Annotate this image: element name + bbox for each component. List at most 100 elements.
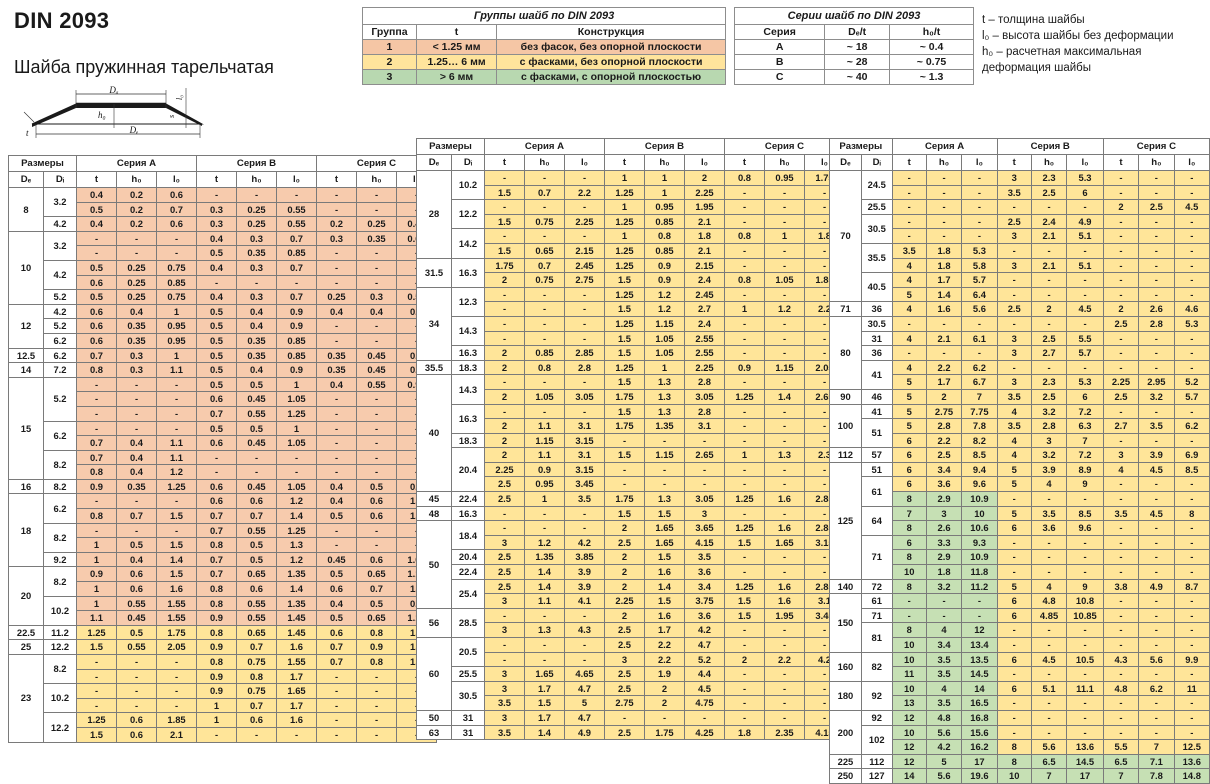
- cell-value: -: [996, 286, 1032, 303]
- cell-value: 1.05: [644, 330, 685, 347]
- cell-value: 4: [1102, 461, 1140, 478]
- cell-value: 4: [925, 622, 963, 638]
- cell-value: -: [1030, 199, 1068, 215]
- cell-value: 0.9: [196, 610, 237, 626]
- cell-value: -: [1066, 534, 1104, 551]
- cell-value: 3.5: [925, 666, 963, 682]
- cell-value: 2.9: [925, 549, 963, 566]
- cell-value: 0.3: [116, 362, 157, 378]
- cell-value: 0.55: [116, 595, 157, 612]
- cell-value: 1.2: [156, 464, 197, 480]
- cell-value: -: [1102, 622, 1140, 638]
- cell-value: 0.55: [236, 405, 277, 422]
- cell-value: 2.8: [564, 359, 605, 376]
- cell-value: -: [1173, 549, 1210, 566]
- cell-value: 6: [891, 447, 927, 463]
- cell-value: -: [1102, 213, 1140, 230]
- cell-value: -: [724, 695, 765, 711]
- svg-text:Dₑ: Dₑ: [129, 125, 139, 135]
- cell-value: 0.2: [116, 187, 157, 203]
- table-row: 28 10.2- - -1 1 2 0.8 0.95 1.75: [416, 169, 845, 259]
- cell-value: -: [484, 520, 525, 536]
- cell-value: -: [1102, 286, 1140, 303]
- table-row: 83.20.40.20.6------: [8, 186, 437, 232]
- cell-value: 4.3: [564, 622, 605, 638]
- table-row: 61 6 3.6 9.6 5 4 9- - -: [830, 476, 1210, 507]
- cell-value: -: [1173, 345, 1210, 361]
- cell-value: 1.65: [644, 520, 685, 536]
- cell-value: 0.4: [316, 478, 357, 495]
- cell-di: 31: [451, 724, 485, 741]
- cell-de: 125: [829, 461, 862, 580]
- cell-value: 1.7: [644, 622, 685, 638]
- cell-value: -: [484, 637, 525, 653]
- cell-value: -: [1173, 286, 1210, 303]
- cell-value: 3.2: [1030, 403, 1068, 420]
- cell-value: -: [724, 666, 765, 682]
- table-row: 125 51 6 3.4 9.4 5 3.9 8.9 4 4.5 8.5: [829, 461, 1210, 580]
- cell-value: 9: [1066, 578, 1104, 595]
- cell-value: -: [1138, 476, 1175, 493]
- cell-value: -: [724, 680, 765, 697]
- series-row: C ~ 40 ~ 1.3: [733, 69, 974, 85]
- cell-value: 0.6: [76, 332, 117, 349]
- cell-value: 8: [891, 520, 927, 536]
- cell-value: 0.5: [236, 537, 277, 553]
- cell-value: 1.65: [524, 666, 565, 682]
- cell-value: -: [724, 199, 765, 215]
- cell-value: 2.2: [925, 432, 963, 449]
- cell-value: 1.6: [276, 639, 317, 655]
- cell-value: 2.5: [604, 666, 645, 682]
- cell-value: 1.75: [604, 418, 645, 434]
- cell-value: 0.6: [156, 187, 197, 203]
- cell-value: 7.2: [1066, 403, 1104, 420]
- cell-value: 4.5: [1138, 505, 1175, 522]
- cell-value: 0.6: [196, 493, 237, 510]
- cell-value: -: [1173, 607, 1210, 624]
- cell-value: -: [644, 432, 685, 449]
- series-table: Серии шайб по DIN 2093 Серия Dₑ/t h₀/t A ~ 18…: [733, 7, 974, 85]
- header-t: t: [76, 171, 117, 188]
- cell-value: 3.1: [684, 418, 725, 434]
- cell-value: -: [156, 697, 197, 714]
- cell-value: -: [1102, 593, 1140, 609]
- cell-value: 2.5: [484, 549, 525, 566]
- cell-value: 1.25: [604, 315, 645, 332]
- cell-value: 0.7: [196, 508, 237, 524]
- cell-value: -: [996, 549, 1032, 566]
- cell-value: 0.7: [76, 435, 117, 451]
- cell-value: 2: [604, 520, 645, 536]
- cell-value: 1.5: [156, 566, 197, 583]
- cell-value: 1.25: [604, 286, 645, 303]
- cell-value: 3.85: [564, 549, 605, 566]
- cell-value: -: [564, 301, 605, 317]
- svg-text:l₀: l₀: [175, 95, 184, 100]
- cell-value: -: [316, 683, 357, 699]
- table-row: 2.25 0.9 3.15- - - - - -: [417, 461, 845, 478]
- cell-value: 0.5: [116, 624, 157, 641]
- cell-value: 0.75: [156, 289, 197, 305]
- cell-value: 0.5: [196, 303, 237, 320]
- cell-value: 1.85: [156, 712, 197, 728]
- cell-value: -: [1030, 622, 1068, 638]
- cell-value: 10.9: [961, 549, 998, 566]
- cell-value: 1.3: [644, 403, 685, 420]
- table-row: 70 24.5- - -3 2.3 5.3- - -: [829, 169, 1210, 303]
- cell-di: 36: [860, 345, 893, 361]
- cell-value: 1.75: [604, 491, 645, 507]
- cell-value: 8: [891, 549, 927, 566]
- cell-value: 0.5: [236, 420, 277, 437]
- cell-value: 3.9: [564, 564, 605, 580]
- cell-value: 1: [644, 170, 685, 186]
- cell-value: 4: [1030, 578, 1068, 595]
- table-row: 71 6 3.3 9.3- - - - - -: [830, 534, 1210, 580]
- cell-value: -: [524, 505, 565, 522]
- cell-value: 1.5: [604, 374, 645, 390]
- cell-value: 2.75: [925, 403, 963, 420]
- cell-value: 0.75: [524, 272, 565, 288]
- cell-value: -: [1173, 170, 1210, 186]
- cell-value: 10: [891, 651, 927, 668]
- cell-value: -: [961, 170, 998, 186]
- cell-value: 4: [891, 330, 927, 347]
- cell-value: -: [356, 259, 397, 276]
